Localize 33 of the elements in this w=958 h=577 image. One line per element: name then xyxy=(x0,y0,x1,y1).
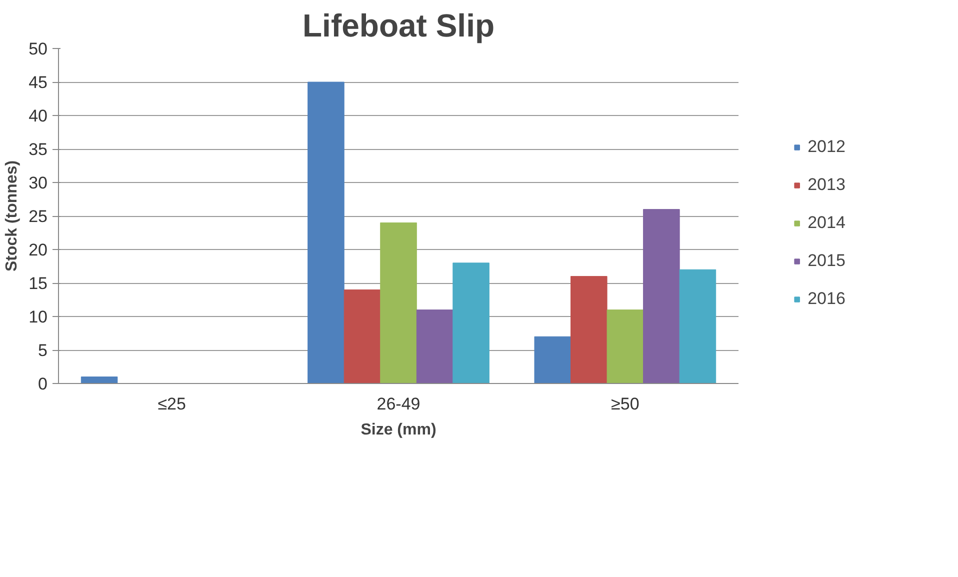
bar xyxy=(570,276,608,384)
y-tick-label: 5 xyxy=(38,341,48,360)
chart-title: Lifeboat Slip xyxy=(302,8,494,44)
bar xyxy=(344,289,381,384)
x-tick-label: ≤25 xyxy=(158,394,186,414)
y-axis-title: Stock (tonnes) xyxy=(4,160,21,272)
y-tick-label: 50 xyxy=(28,40,48,58)
legend-label: 2015 xyxy=(808,250,846,270)
bar xyxy=(606,310,644,384)
y-tick-label: 30 xyxy=(28,174,48,192)
bar xyxy=(80,376,118,384)
bar xyxy=(452,262,490,384)
x-axis-title: Size (mm) xyxy=(360,422,436,438)
y-tick-label: 45 xyxy=(28,73,48,92)
bar xyxy=(380,222,417,384)
legend-label: 2013 xyxy=(808,174,846,194)
x-tick-label: ≥50 xyxy=(611,394,640,414)
y-tick-label: 0 xyxy=(38,374,48,394)
bar xyxy=(534,336,572,384)
y-tick-label: 20 xyxy=(28,240,48,260)
y-tick-label: 35 xyxy=(28,140,48,159)
bar xyxy=(416,310,454,384)
x-tick-label: 26-49 xyxy=(376,394,420,414)
y-tick-label: 25 xyxy=(28,207,48,226)
legend-label: 2014 xyxy=(808,212,846,232)
bar xyxy=(643,209,680,384)
bar xyxy=(679,269,716,384)
legend-label: 2012 xyxy=(808,136,846,156)
legend-label: 2016 xyxy=(808,288,846,308)
y-tick-label: 10 xyxy=(28,308,48,326)
y-tick-label: 15 xyxy=(28,274,48,293)
bar xyxy=(308,82,344,384)
y-tick-label: 40 xyxy=(28,106,48,126)
